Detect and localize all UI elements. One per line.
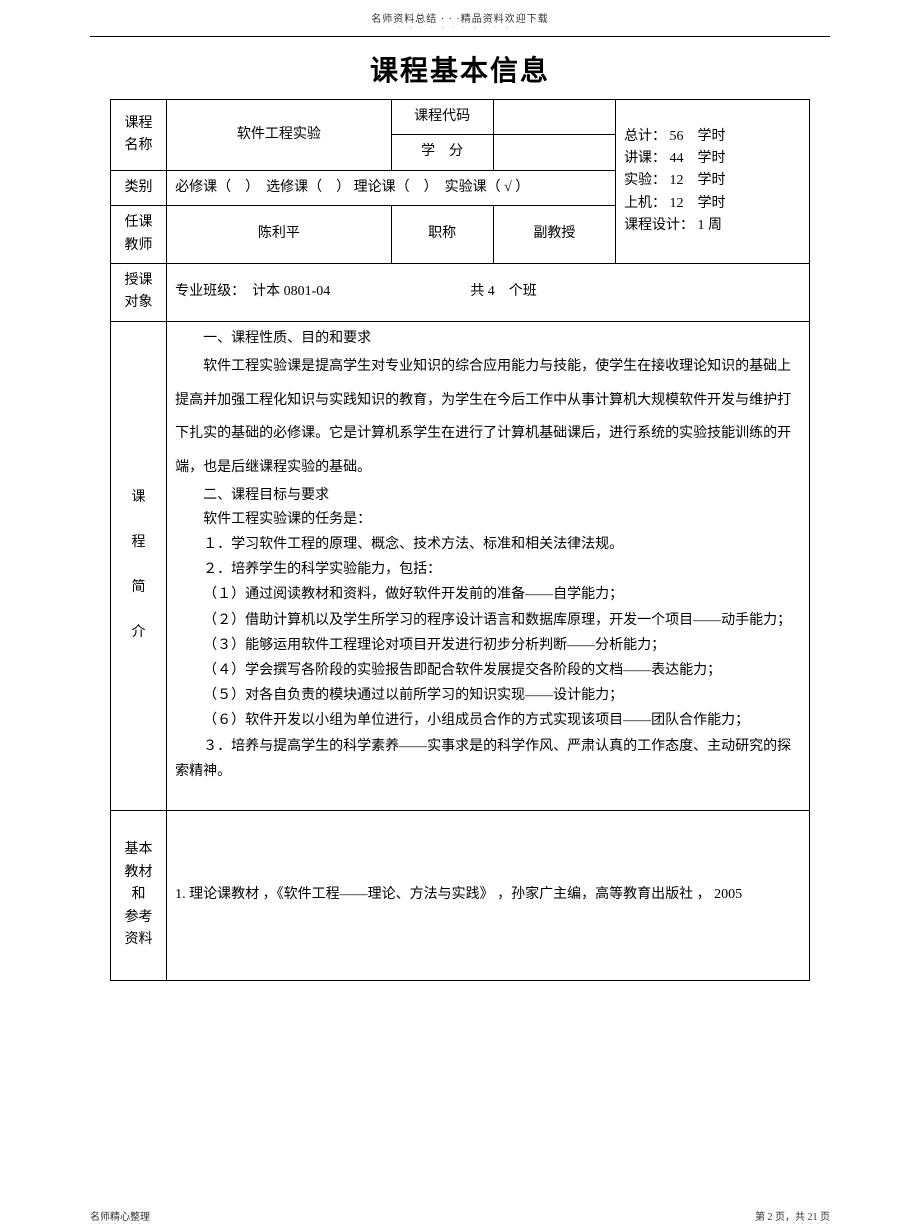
value-credits <box>493 135 615 170</box>
intro-heading-1: 一、课程性质、目的和要求 <box>175 328 801 350</box>
refs-content: 1. 理论课教材 ，《软件工程——理论、方法与实践》 ，孙家广主编，高等教育出版… <box>167 810 810 980</box>
label-course-name: 课程 名称 <box>111 100 167 171</box>
intro-sub-5: （５）对各自负责的模块通过以前所学习的知识实现——设计能力； <box>175 683 801 708</box>
hours-line-3: 实验： 12 学时 <box>624 170 801 192</box>
intro-item-1: １．学习软件工程的原理、概念、技术方法、标准和相关法律法规。 <box>175 532 801 557</box>
hours-line-2: 讲课： 44 学时 <box>624 148 801 170</box>
intro-sub-3: （３）能够运用软件工程理论对项目开发进行初步分析判断——分析能力； <box>175 633 801 658</box>
header-rule <box>90 36 830 37</box>
hours-line-5: 课程设计： 1 周 <box>624 215 801 237</box>
intro-item-2: ２．培养学生的科学实验能力，包括： <box>175 557 801 582</box>
label-intro: 课 程 简 介 <box>111 321 167 810</box>
header-text: 名师资料总结 · · ·精品资料欢迎下载 <box>0 0 920 25</box>
intro-sub-2: （２）借助计算机以及学生所学习的程序设计语言和数据库原理，开发一个项目——动手能… <box>175 608 801 633</box>
label-target: 授课 对象 <box>111 263 167 321</box>
intro-sub-1: （１）通过阅读教材和资料，做好软件开发前的准备——自学能力； <box>175 582 801 607</box>
hours-summary: 总计： 56 学时 讲课： 44 学时 实验： 12 学时 上机： 12 学时 … <box>616 100 810 264</box>
value-teacher: 陈利平 <box>167 206 391 264</box>
value-target: 专业班级： 计本 0801-04 共 4 个班 <box>167 263 810 321</box>
intro-item-3: ３．培养与提高学生的科学素养——实事求是的科学作风、严肃认真的工作态度、主动研究… <box>175 734 801 784</box>
value-category: 必修课（ ） 选修课（ ） 理论课（ ） 实验课（ √ ） <box>167 170 616 205</box>
intro-sub-6: （６）软件开发以小组为单位进行，小组成员合作的方式实现该项目——团队合作能力； <box>175 708 801 733</box>
label-course-code: 课程代码 <box>391 100 493 135</box>
intro-content: 一、课程性质、目的和要求 软件工程实验课是提高学生对专业知识的综合应用能力与技能… <box>167 321 810 810</box>
label-teacher: 任课 教师 <box>111 206 167 264</box>
hours-line-4: 上机： 12 学时 <box>624 193 801 215</box>
value-course-code <box>493 100 615 135</box>
value-title: 副教授 <box>493 206 615 264</box>
course-info-table: 课程 名称 软件工程实验 课程代码 总计： 56 学时 讲课： 44 学时 实验… <box>110 99 810 981</box>
footer-dots-left: · · · · · · · <box>90 1220 143 1228</box>
intro-para-2: 软件工程实验课的任务是： <box>175 507 801 532</box>
header-dots: · · · · · · · · · · · · <box>0 23 920 32</box>
label-title: 职称 <box>391 206 493 264</box>
intro-sub-4: （４）学会撰写各阶段的实验报告即配合软件发展提交各阶段的文档——表达能力； <box>175 658 801 683</box>
footer-dots-right: · · · · · · · <box>777 1220 830 1228</box>
intro-para-1: 软件工程实验课是提高学生对专业知识的综合应用能力与技能，使学生在接收理论知识的基… <box>175 350 801 484</box>
label-category: 类别 <box>111 170 167 205</box>
intro-heading-2: 二、课程目标与要求 <box>175 485 801 507</box>
value-course-name: 软件工程实验 <box>167 100 391 171</box>
label-credits: 学 分 <box>391 135 493 170</box>
document-title: 课程基本信息 <box>0 49 920 89</box>
hours-line-1: 总计： 56 学时 <box>624 126 801 148</box>
label-refs: 基本 教材 和 参考 资料 <box>111 810 167 980</box>
